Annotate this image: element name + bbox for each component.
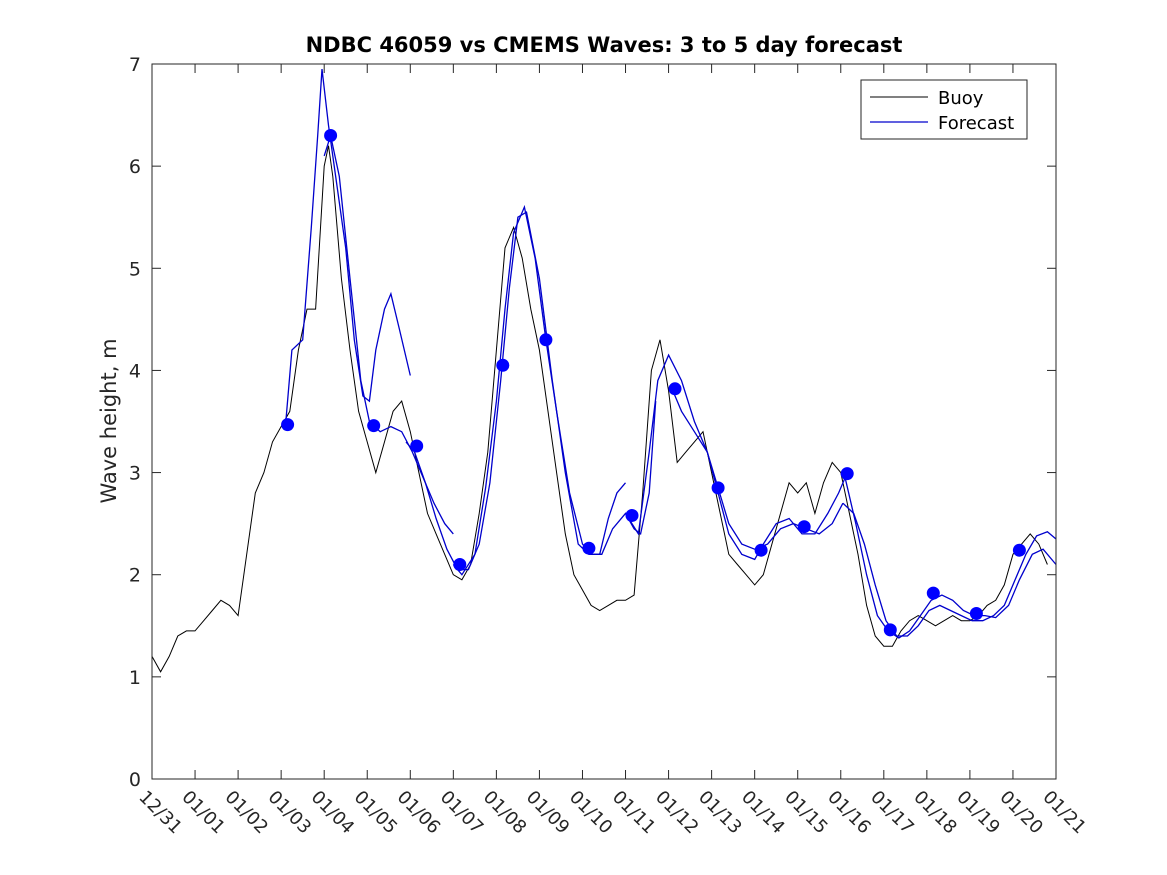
forecast-segment-7 <box>842 502 1057 637</box>
y-tick-label: 3 <box>129 463 141 485</box>
forecast-segment-0 <box>284 69 411 427</box>
forecast-marker <box>711 481 725 495</box>
plot-area <box>151 69 1057 673</box>
forecast-marker <box>668 382 682 396</box>
forecast-marker <box>1012 543 1026 557</box>
legend: Buoy Forecast <box>860 79 1028 140</box>
forecast-segment-6 <box>844 477 1057 639</box>
legend-forecast-label: Forecast <box>938 113 1014 134</box>
chart-title: NDBC 46059 vs CMEMS Waves: 3 to 5 day fo… <box>306 33 903 57</box>
forecast-marker <box>496 358 510 372</box>
y-tick-label: 4 <box>129 360 141 382</box>
forecast-marker <box>883 623 897 637</box>
forecast-segment-1 <box>323 132 454 535</box>
y-tick-label: 7 <box>129 54 141 76</box>
forecast-marker <box>453 558 467 571</box>
legend-buoy-label: Buoy <box>938 88 984 109</box>
forecast-marker <box>582 541 596 555</box>
forecast-marker <box>840 467 854 481</box>
y-tick-label: 5 <box>129 258 141 280</box>
legend-box <box>860 79 1028 140</box>
plot-frame <box>151 63 1057 780</box>
forecast-marker <box>969 607 983 620</box>
forecast-marker <box>625 509 639 522</box>
forecast-marker <box>367 419 381 433</box>
forecast-marker <box>539 333 553 347</box>
buoy-series-line <box>151 145 1048 673</box>
forecast-marker <box>797 520 811 534</box>
forecast-marker <box>926 586 940 600</box>
y-tick-label: 6 <box>129 156 141 178</box>
y-axis: 0 1 2 3 4 5 6 7 <box>129 54 1056 791</box>
forecast-marker <box>281 418 295 432</box>
y-axis-label: Wave height, m <box>97 338 121 503</box>
y-tick-label: 0 <box>129 769 141 791</box>
forecast-marker <box>410 439 424 453</box>
y-tick-label: 2 <box>129 565 141 587</box>
y-tick-label: 1 <box>129 667 141 689</box>
forecast-marker <box>324 129 338 142</box>
forecast-marker <box>754 543 768 557</box>
